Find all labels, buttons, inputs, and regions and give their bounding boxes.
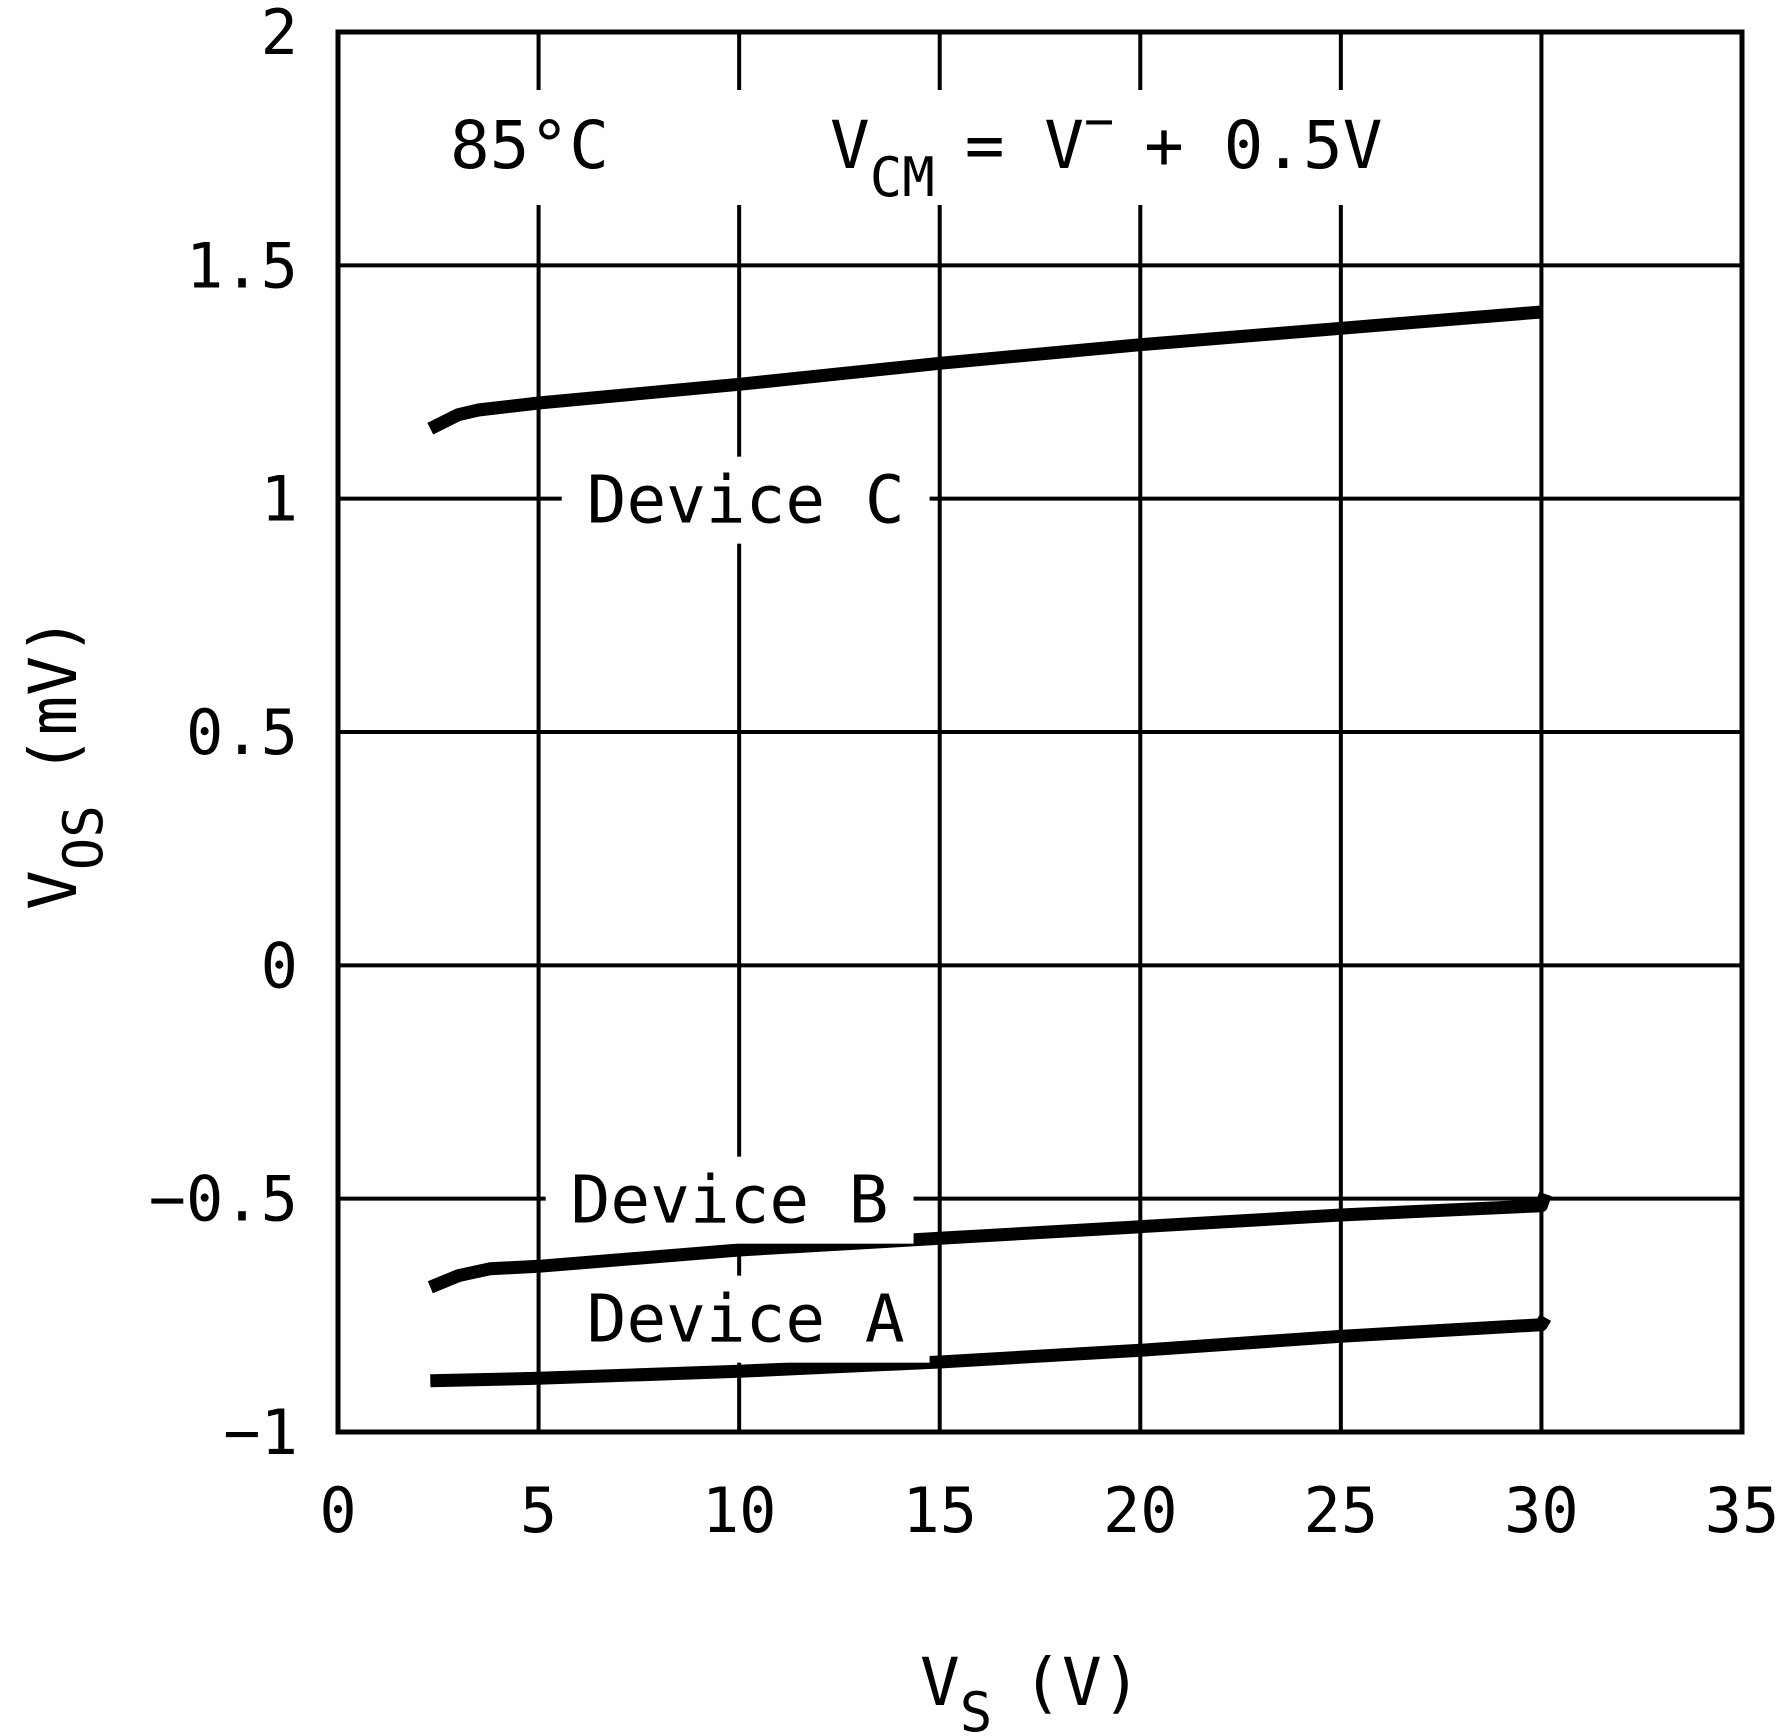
- x-tick-label: 15: [902, 1474, 977, 1547]
- series-lines: [427, 305, 1552, 1388]
- y-tick-label: 2: [261, 0, 298, 69]
- annotation-background: [420, 90, 1520, 205]
- series-line-device-a: [430, 1314, 1552, 1388]
- x-tick-label: 35: [1705, 1474, 1779, 1547]
- plot-frame: [335, 29, 1745, 1435]
- y-tick-label: 0.5: [186, 696, 298, 769]
- temperature-annotation: 85°C: [450, 107, 609, 184]
- x-tick-label: 10: [702, 1474, 777, 1547]
- series-label: Device C: [587, 462, 905, 539]
- y-tick-label: −1: [223, 1396, 298, 1469]
- series-labels: Device C Device B Device A: [420, 90, 1520, 1363]
- label-background: [561, 1275, 930, 1363]
- y-tick-label: 1.5: [186, 229, 298, 302]
- series-line-device-b: [427, 1191, 1552, 1294]
- x-tick-label: 5: [520, 1474, 557, 1547]
- grid: [336, 30, 1744, 1434]
- svg-text:VCM= V−+ 0.5V: VCM = V− + 0.5V: [830, 92, 1383, 209]
- y-tick-label: −0.5: [149, 1163, 298, 1236]
- label-background: [561, 456, 930, 544]
- label-background: [545, 1156, 914, 1244]
- x-axis-label: VS (V): [920, 1644, 1141, 1736]
- tick-labels: 0 5 10 15 20 25 30 35 −1 −0.5 0 0.5 1 1.5 2: [149, 0, 1779, 1547]
- y-tick-label: 1: [261, 463, 298, 536]
- series-line-device-c: [427, 305, 1542, 435]
- vcm-annotation: VCM = V− + 0.5V: [830, 92, 1383, 209]
- x-tick-label: 20: [1103, 1474, 1178, 1547]
- series-label: Device B: [571, 1162, 889, 1239]
- y-tick-label: 0: [261, 929, 298, 1002]
- series-label: Device A: [587, 1281, 905, 1358]
- x-tick-label: 0: [319, 1474, 356, 1547]
- x-tick-label: 30: [1504, 1474, 1579, 1547]
- y-axis-label: VOS(mV): [15, 616, 115, 910]
- x-tick-label: 25: [1304, 1474, 1379, 1547]
